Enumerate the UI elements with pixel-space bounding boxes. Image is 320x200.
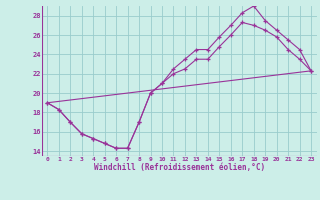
- X-axis label: Windchill (Refroidissement éolien,°C): Windchill (Refroidissement éolien,°C): [94, 163, 265, 172]
